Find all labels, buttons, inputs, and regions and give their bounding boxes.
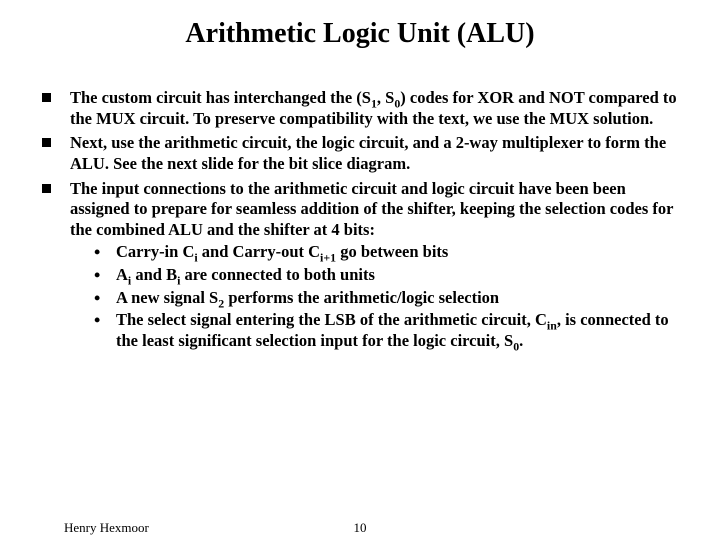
sub-bullet-item: Ai and Bi are connected to both units [94, 265, 678, 286]
bullet-item: The input connections to the arithmetic … [42, 179, 678, 352]
bullet-list: The custom circuit has interchanged the … [42, 88, 678, 352]
slide: Arithmetic Logic Unit (ALU) The custom c… [0, 0, 720, 540]
slide-body: The custom circuit has interchanged the … [42, 88, 678, 352]
footer-author: Henry Hexmoor [64, 520, 149, 536]
footer-page: 10 [354, 520, 367, 536]
bullet-text: Next, use the arithmetic circuit, the lo… [70, 133, 666, 173]
slide-title: Arithmetic Logic Unit (ALU) [42, 18, 678, 50]
sub-bullet-list: Carry-in Ci and Carry-out Ci+1 go betwee… [70, 242, 678, 351]
bullet-text: The custom circuit has interchanged the … [70, 88, 677, 128]
bullet-text: The input connections to the arithmetic … [70, 179, 673, 239]
bullet-item: Next, use the arithmetic circuit, the lo… [42, 133, 678, 174]
bullet-item: The custom circuit has interchanged the … [42, 88, 678, 129]
sub-bullet-item: The select signal entering the LSB of th… [94, 310, 678, 351]
sub-bullet-item: A new signal S2 performs the arithmetic/… [94, 288, 678, 309]
sub-bullet-item: Carry-in Ci and Carry-out Ci+1 go betwee… [94, 242, 678, 263]
